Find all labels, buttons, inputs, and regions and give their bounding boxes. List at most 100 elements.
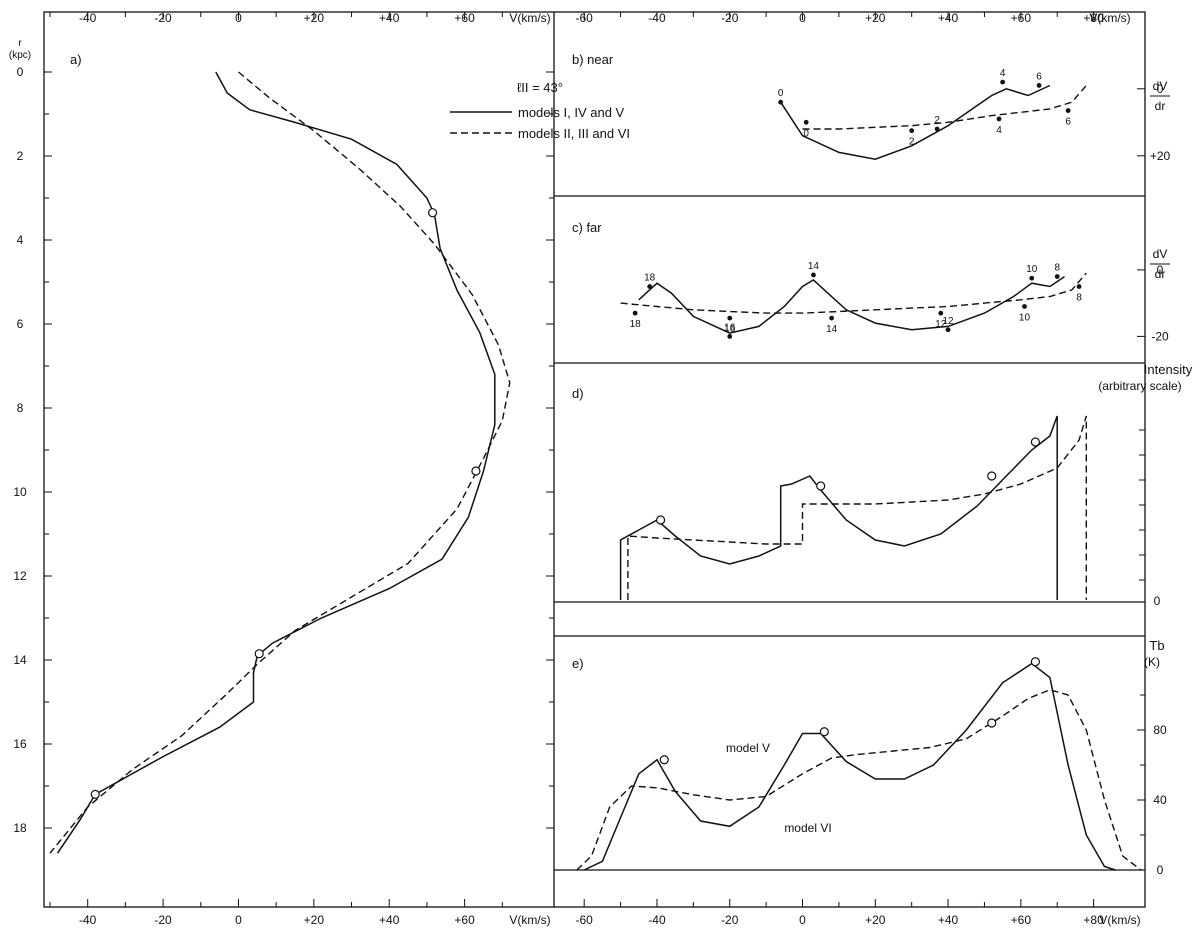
panel-c-point xyxy=(938,310,944,316)
panel-c-series-solid xyxy=(638,275,1065,334)
outer-border xyxy=(43,11,1146,908)
a-xtick-label-bottom: -40 xyxy=(79,913,97,927)
a-legend-dashed: models II, III and VI xyxy=(518,126,630,141)
a-ytick-label: 16 xyxy=(13,737,27,751)
e-ylabel: Tb xyxy=(1149,638,1164,653)
figure-frame xyxy=(43,11,1146,908)
a-longitude-label: ℓII = 43° xyxy=(517,80,563,95)
panel-e-series-dashed xyxy=(576,689,1142,871)
c-ylabel-num: dV xyxy=(1153,247,1168,261)
panel-d-marker xyxy=(987,471,997,481)
panel-c-series-dashed xyxy=(620,272,1087,314)
panel-b-point-label: 6 xyxy=(1036,71,1042,82)
panel-b-point-label: 4 xyxy=(996,125,1002,136)
panel-b-point xyxy=(1036,83,1042,88)
a-xtick-label-top: +40 xyxy=(379,11,400,25)
e-ylabel-unit: (K) xyxy=(1144,655,1160,669)
panel-c-point-label: 18 xyxy=(644,273,656,284)
a-ytick-label: 14 xyxy=(13,653,27,667)
a-xtick-label-bottom: -20 xyxy=(154,913,172,927)
c-ytick-label: 0 xyxy=(1157,263,1164,277)
panel-d-series-dashed xyxy=(627,415,1087,600)
r-xtick-label-top: -60 xyxy=(576,11,594,25)
panel-c-point xyxy=(945,327,951,333)
panel-b-point-label: 2 xyxy=(934,115,940,126)
a-ytick-label: 8 xyxy=(17,401,24,415)
d-ylabel-unit: (arbitrary scale) xyxy=(1098,379,1181,393)
e-annotation-model-vi: model VI xyxy=(784,821,831,835)
a-marker xyxy=(254,649,264,659)
panel-c-point-label: 8 xyxy=(1076,293,1082,304)
a-xtick-label-bottom: +20 xyxy=(304,913,325,927)
a-xtick-label-top: -40 xyxy=(79,11,97,25)
e-annotation-model-v: model V xyxy=(726,741,770,755)
a-ytick-label: 4 xyxy=(17,233,24,247)
panel-c-point xyxy=(829,315,835,321)
panel-c-point xyxy=(1029,275,1035,281)
panel-b-point-label: 0 xyxy=(778,88,784,99)
a-xlabel-top: V(km/s) xyxy=(509,11,550,25)
shared-axes: -60 -60 -40 -40 -20 -20 0 0 +20 +20 +40 +40 +60 +60 +8… xyxy=(554,11,1145,927)
a-ytick-label: 10 xyxy=(13,485,27,499)
panel-e-marker xyxy=(987,718,997,728)
panel-d: d) Intensity (arbitrary scale) 0 xyxy=(572,362,1193,608)
a-ytick-label: 0 xyxy=(17,65,24,79)
panel-c-point-label: 8 xyxy=(1054,263,1060,274)
panel-b-point-label: 0 xyxy=(803,128,809,139)
panel-c-point xyxy=(1054,274,1060,279)
panel-b-point xyxy=(934,126,940,132)
panel-e-marker xyxy=(819,727,829,737)
panel-c-point-label: 10 xyxy=(1019,312,1031,323)
panel-c-point-label: 12 xyxy=(943,316,955,327)
panel-d-marker xyxy=(656,515,666,525)
panel-b-point-label: 4 xyxy=(1000,68,1006,79)
panel-d-marker xyxy=(1030,437,1040,447)
panel-c-point-label: 14 xyxy=(826,324,838,335)
a-series-solid xyxy=(56,71,496,854)
r-xtick-label-bottom: 0 xyxy=(799,913,806,927)
a-ytick-label: 2 xyxy=(17,149,24,163)
a-series-dashed xyxy=(49,71,511,854)
panel-c-point xyxy=(811,272,816,278)
r-xtick-label-top: +40 xyxy=(938,11,959,25)
panel-c-point-label: 16 xyxy=(724,324,736,335)
a-panel-label: a) xyxy=(70,52,82,67)
panel-c-point xyxy=(727,334,733,339)
panel-b-point xyxy=(909,128,915,134)
panel-e: e) Tb (K) 0 40 80 model V model VI xyxy=(554,638,1167,877)
panel-b-series-solid xyxy=(780,84,1051,160)
d-ylabel: Intensity xyxy=(1144,362,1193,377)
panel-e-marker xyxy=(659,755,669,765)
panel-d-series-solid xyxy=(619,415,1058,600)
panel-b-point xyxy=(778,99,784,105)
a-ytick-label: 12 xyxy=(13,569,27,583)
r-xtick-label-bottom: -20 xyxy=(721,913,739,927)
a-marker xyxy=(427,208,438,218)
c-ylabel-den: dr xyxy=(1155,267,1166,281)
c-panel-label: c) far xyxy=(572,220,602,235)
panel-b-point-label: 6 xyxy=(1065,117,1071,128)
r-xtick-label-bottom: -40 xyxy=(648,913,666,927)
panel-b-point xyxy=(803,119,809,125)
r-xtick-label-top: -20 xyxy=(721,11,739,25)
a-marker xyxy=(90,789,100,800)
b-ytick-label: 0 xyxy=(1157,82,1164,96)
panel-b-series-dashed xyxy=(802,85,1087,130)
r-xtick-label-top: +20 xyxy=(865,11,886,25)
a-xlabel: V(km/s) xyxy=(509,913,550,927)
a-xtick-label-bottom: 0 xyxy=(235,913,242,927)
b-ylabel-num: dV xyxy=(1153,79,1168,93)
c-ytick-label: -20 xyxy=(1151,329,1169,343)
panel-c-point-label: 14 xyxy=(808,261,820,272)
r-xlabel: V(km/s) xyxy=(1099,913,1140,927)
r-xtick-label-top: +60 xyxy=(1011,11,1032,25)
e-ytick-label: 80 xyxy=(1153,723,1167,737)
a-ytick-label: 18 xyxy=(13,821,27,835)
r-xtick-label-bottom: +20 xyxy=(865,913,886,927)
a-legend-solid: models I, IV and V xyxy=(518,105,625,120)
r-xtick-label-top: 0 xyxy=(799,11,806,25)
panel-c-point xyxy=(1076,284,1082,289)
e-panel-label: e) xyxy=(572,656,584,671)
